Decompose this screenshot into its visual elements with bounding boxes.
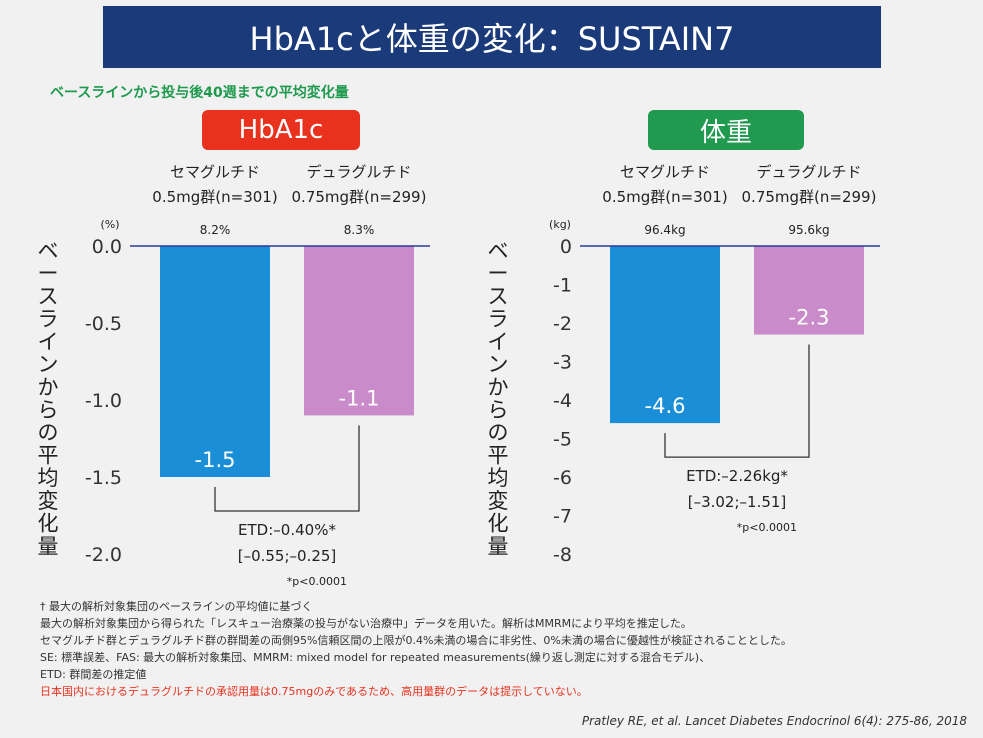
baseline-value-label: 8.3%: [344, 223, 375, 237]
category-dose-label: 0.75mg群(n=299): [292, 188, 427, 206]
bar-value-label: -1.1: [339, 386, 380, 410]
category-name-label: デュラグルチド: [306, 163, 411, 181]
y-tick-label: -5: [553, 429, 572, 451]
footnote-line: ETD: 群間差の推定値: [40, 668, 147, 681]
weight-badge: 体重: [648, 110, 804, 150]
slide-subtitle: ベースラインから投与後40週までの平均変化量: [50, 85, 349, 101]
category-name-label: セマグルチド: [170, 163, 260, 181]
p-value-label: *p<0.0001: [737, 521, 797, 534]
bar: [160, 246, 270, 477]
bar: [304, 246, 414, 416]
bar-value-label: -4.6: [645, 394, 686, 418]
etd-ci-label: [–0.55;–0.25]: [238, 547, 337, 565]
category-name-label: デュラグルチド: [756, 163, 861, 181]
footnote-line: † 最大の解析対象集団のベースラインの平均値に基づく: [40, 600, 313, 613]
etd-label: ETD:–2.26kg*: [686, 467, 788, 485]
category-dose-label: 0.5mg群(n=301): [602, 188, 727, 206]
y-tick-label: -1: [553, 275, 572, 297]
bar: [610, 246, 720, 424]
category-dose-label: 0.5mg群(n=301): [152, 188, 277, 206]
footnote-line: セマグルチド群とデュラグルチド群の群間差の両側95%信頼区間の上限が0.4%未満…: [40, 634, 792, 647]
y-tick-label: -3: [553, 352, 572, 374]
y-tick-label: 0: [560, 236, 572, 258]
bar: [754, 246, 864, 335]
hba1c-badge: HbA1c: [202, 110, 360, 150]
slide-title: HbA1cと体重の変化：SUSTAIN7: [103, 6, 881, 68]
category-name-label: セマグルチド: [620, 163, 710, 181]
y-tick-label: -7: [553, 506, 572, 528]
y-tick-label: 0.0: [92, 236, 122, 258]
etd-bracket: [214, 425, 360, 512]
y-tick-label: -8: [553, 544, 572, 566]
y-tick-label: -1.0: [85, 390, 122, 412]
footnotes: † 最大の解析対象集団のベースラインの平均値に基づく 最大の解析対象集団から得ら…: [40, 598, 792, 700]
bar-value-label: -1.5: [195, 448, 236, 472]
baseline-value-label: 95.6kg: [788, 223, 829, 237]
citation: Pratley RE, et al. Lancet Diabetes Endoc…: [581, 714, 967, 728]
y-tick-label: -2: [553, 313, 572, 335]
weight-chart: ベースラインからの平均変化量 (kg) 0 -1 -2 -3 -4 -5 -6 -7 -8 セマグルチ…: [488, 163, 880, 566]
etd-bracket: [664, 344, 810, 458]
y-axis-label: ベースラインからの平均変化量: [38, 239, 59, 558]
p-value-label: *p<0.0001: [287, 575, 347, 588]
category-dose-label: 0.75mg群(n=299): [742, 188, 877, 206]
etd-label: ETD:–0.40%*: [238, 521, 336, 539]
y-tick-label: -4: [553, 390, 572, 412]
baseline-value-label: 8.2%: [200, 223, 231, 237]
footnote-red: 日本国内におけるデュラグルチドの承認用量は0.75mgのみであるため、高用量群の…: [40, 685, 588, 698]
footnote-line: SE: 標準誤差、FAS: 最大の解析対象集団、MMRM: mixed mode…: [40, 651, 711, 664]
baseline-value-label: 96.4kg: [644, 223, 685, 237]
y-unit-label: (kg): [549, 218, 571, 231]
y-tick-label: -1.5: [85, 467, 122, 489]
etd-ci-label: [–3.02;–1.51]: [688, 493, 787, 511]
y-tick-label: -6: [553, 467, 572, 489]
bar-value-label: -2.3: [789, 306, 830, 330]
hba1c-chart: ベースラインからの平均変化量 (%) 0.0 -0.5 -1.0 -1.5 -2.0 セマグル…: [38, 163, 430, 588]
y-tick-label: -0.5: [85, 313, 122, 335]
y-unit-label: (%): [100, 218, 119, 231]
footnote-line: 最大の解析対象集団から得られた「レスキュー治療薬の投与がない治療中」データを用い…: [40, 617, 692, 630]
y-axis-label: ベースラインからの平均変化量: [488, 239, 509, 558]
y-tick-label: -2.0: [85, 544, 122, 566]
